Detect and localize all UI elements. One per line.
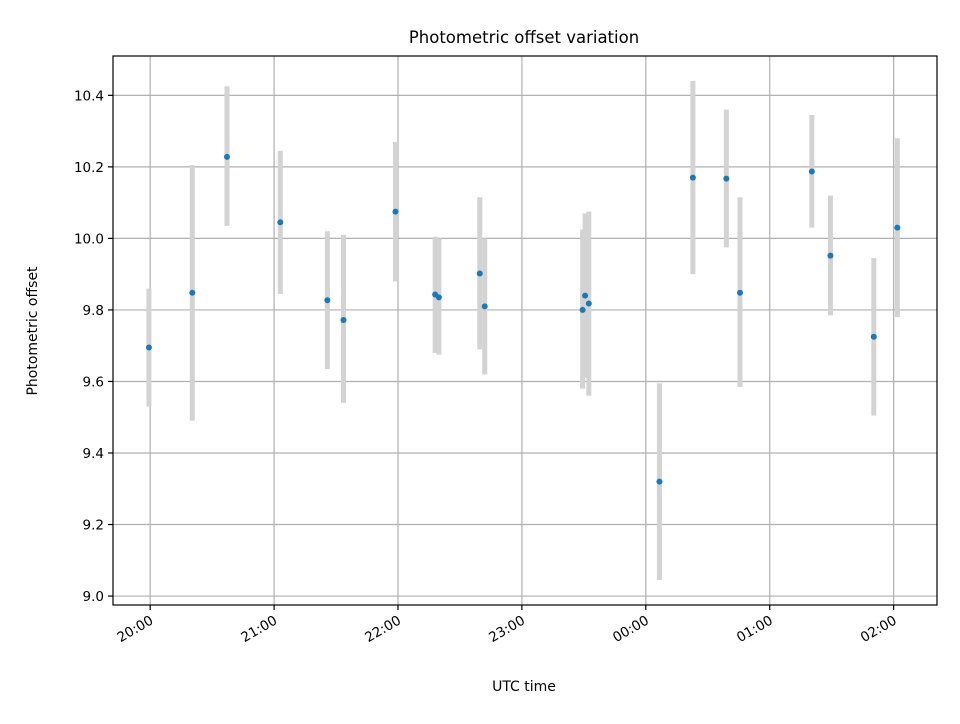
data-point [582, 292, 589, 299]
y-axis-ticks: 9.0 9.2 9.4 9.6 9.8 10.0 10.2 10.4 [74, 88, 113, 605]
grid-layer [113, 56, 937, 605]
data-point [585, 300, 592, 307]
data-point [870, 333, 877, 340]
x-tick-label: 02:00 [858, 613, 900, 646]
data-point [579, 306, 586, 313]
y-tick-label: 10.2 [74, 160, 104, 176]
x-tick-label: 01:00 [734, 613, 776, 646]
y-tick-label: 10.4 [74, 88, 104, 104]
data-point [736, 289, 743, 296]
data-point [145, 344, 152, 351]
data-point [656, 478, 663, 485]
x-tick-label: 23:00 [486, 613, 528, 646]
data-point [223, 153, 230, 160]
data-point [324, 297, 331, 304]
data-point [481, 303, 488, 310]
data-point [689, 174, 696, 181]
data-point [189, 289, 196, 296]
data-point [894, 224, 901, 231]
x-tick-label: 21:00 [238, 613, 280, 646]
data-point [392, 208, 399, 215]
x-tick-label: 22:00 [362, 613, 404, 646]
x-tick-label: 20:00 [114, 613, 156, 646]
chart-title: Photometric offset variation [409, 28, 639, 47]
data-point [340, 316, 347, 323]
y-tick-label: 9.4 [83, 446, 104, 462]
x-axis-label: UTC time [492, 679, 556, 695]
data-point [277, 219, 284, 226]
y-tick-label: 9.0 [83, 589, 104, 605]
data-point [723, 175, 730, 182]
data-point [827, 252, 834, 259]
x-axis-ticks: 20:00 21:00 22:00 23:00 00:00 01:00 02:00 [114, 605, 900, 646]
plot-frame [112, 55, 938, 606]
data-point [808, 168, 815, 175]
y-axis-label: Photometric offset [25, 266, 41, 396]
data-point [435, 294, 442, 301]
y-tick-label: 9.8 [83, 303, 104, 319]
point-layer [145, 153, 901, 485]
x-tick-label: 00:00 [610, 613, 652, 646]
y-tick-label: 9.6 [83, 374, 104, 390]
y-tick-label: 10.0 [74, 231, 104, 247]
data-point [476, 270, 483, 277]
errorbar-layer [146, 81, 900, 580]
y-tick-label: 9.2 [83, 518, 104, 534]
